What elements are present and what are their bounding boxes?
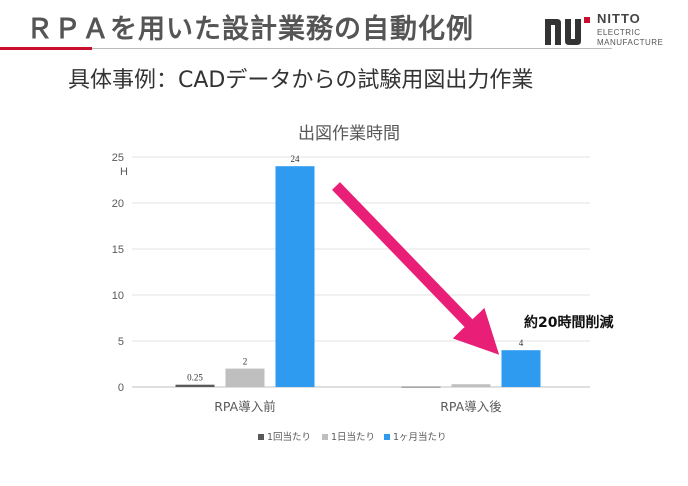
logo-wordmark: NITTO	[597, 11, 641, 26]
category-label: RPA導入後	[440, 399, 502, 414]
y-axis-ticks: 0 5 10 15 20 25	[112, 152, 124, 394]
data-label: 24	[291, 154, 301, 164]
logo-subtext-2: MANUFACTURE	[597, 38, 664, 47]
legend-swatch	[258, 434, 264, 440]
bar	[401, 386, 441, 388]
data-label: 0.25	[187, 373, 203, 383]
company-logo: NITTO ELECTRIC MANUFACTURE	[541, 12, 681, 52]
legend-swatch	[322, 434, 328, 440]
page-title: ＲＰＡを用いた設計業務の自動化例	[26, 14, 474, 45]
bar	[175, 384, 215, 387]
y-tick-label: 5	[118, 336, 124, 348]
nitto-logo-icon	[545, 17, 590, 45]
data-label: 4	[519, 338, 524, 348]
page-subtitle: 具体事例：CADデータからの試験用図出力作業	[68, 68, 534, 93]
y-tick-label: 20	[112, 198, 124, 210]
title-underline	[92, 48, 612, 49]
legend-entry: 1回当たり	[267, 431, 311, 443]
legend-entry: 1日当たり	[331, 431, 375, 443]
bar	[275, 166, 315, 387]
bars: 0.25 2 24 4	[175, 154, 541, 388]
bar	[225, 368, 265, 387]
legend-swatch	[384, 434, 390, 440]
bar	[501, 350, 541, 387]
y-tick-label: 10	[112, 290, 124, 302]
legend-entry: 1ヶ月当たり	[393, 431, 447, 443]
y-tick-label: 0	[118, 382, 124, 394]
bar	[451, 384, 491, 387]
reduction-annotation: 約20時間削減	[524, 314, 613, 331]
title-accent-rule	[0, 47, 92, 50]
category-label: RPA導入前	[214, 399, 275, 414]
y-tick-label: 15	[112, 244, 124, 256]
x-axis-categories: RPA導入前 RPA導入後	[214, 399, 502, 414]
reduction-arrow	[332, 182, 500, 355]
y-tick-label: 25	[112, 152, 124, 164]
legend: 1回当たり 1日当たり 1ヶ月当たり	[258, 431, 447, 443]
data-label: 2	[243, 357, 248, 367]
logo-subtext-1: ELECTRIC	[597, 28, 641, 37]
chart-title: 出図作業時間	[298, 124, 400, 144]
y-axis-label: H	[120, 166, 128, 178]
